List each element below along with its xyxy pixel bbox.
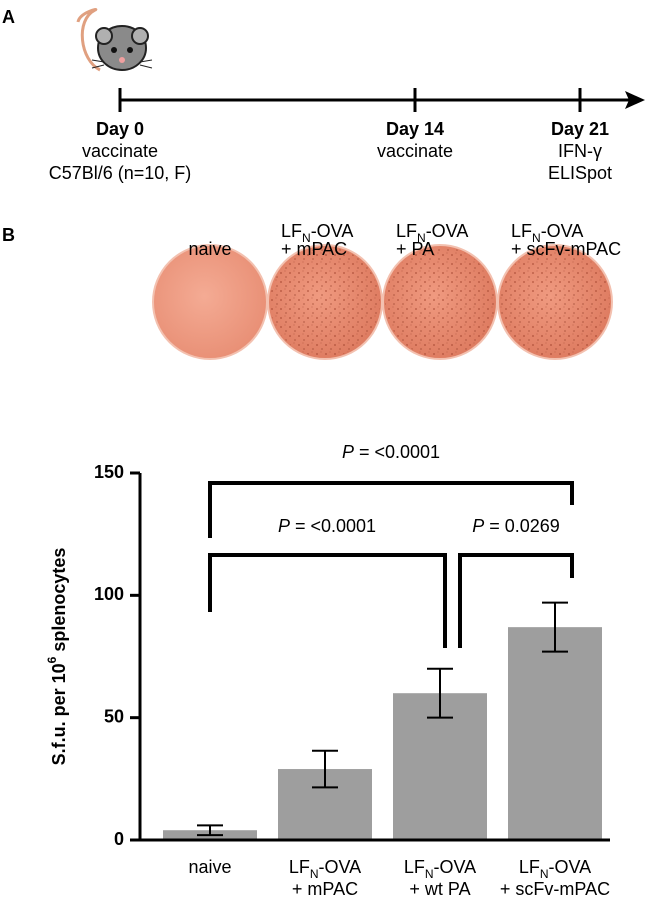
- error-bar: [312, 749, 338, 789]
- label: + wt PA: [409, 879, 470, 899]
- elispot-spots: [385, 247, 495, 357]
- label-part: -OVA: [434, 857, 477, 877]
- label-part: + wt PA: [409, 879, 470, 899]
- label: naive: [188, 239, 231, 259]
- label: + mPAC: [292, 879, 358, 899]
- timeline-note: vaccinate: [377, 141, 453, 161]
- label: + mPAC: [281, 239, 347, 259]
- label: naive: [188, 857, 231, 877]
- label-part: N: [425, 867, 434, 881]
- mouse-icon: [76, 8, 153, 72]
- label-part: = 0.0269: [484, 516, 560, 536]
- label: LFN-OVA: [519, 857, 591, 881]
- elispot-well: [152, 244, 268, 360]
- label-part: + scFv-mPAC: [500, 879, 610, 899]
- label-part: + PA: [396, 239, 434, 259]
- timeline-day: Day 21: [551, 119, 609, 139]
- label-part: 6: [45, 656, 59, 663]
- significance-bracket: [208, 481, 574, 538]
- label: + PA: [396, 239, 434, 259]
- label-part: LF: [404, 857, 425, 877]
- label: LFN-OVA: [396, 221, 468, 245]
- label: LFN-OVA: [404, 857, 476, 881]
- label-part: + mPAC: [292, 879, 358, 899]
- label-part: LF: [519, 857, 540, 877]
- label-part: -OVA: [311, 221, 354, 241]
- timeline-day: Day 14: [386, 119, 444, 139]
- label-part: N: [310, 867, 319, 881]
- label-part: P: [342, 442, 354, 462]
- panel-label: B: [2, 225, 15, 245]
- label: LFN-OVA: [289, 857, 361, 881]
- timeline-note: C57Bl/6 (n=10, F): [49, 163, 192, 183]
- label: S.f.u. per 106 splenocytes: [45, 548, 69, 766]
- elispot-spots: [270, 247, 380, 357]
- y-tick-label: 0: [114, 829, 124, 849]
- label-part: LF: [511, 221, 532, 241]
- label-part: P: [278, 516, 290, 536]
- label-part: N: [532, 231, 541, 245]
- label-part: splenocytes: [49, 548, 69, 657]
- significance-bracket: [208, 553, 447, 648]
- label-part: = <0.0001: [290, 516, 376, 536]
- label-part: -OVA: [426, 221, 469, 241]
- label: P = <0.0001: [278, 516, 376, 536]
- y-tick-label: 100: [94, 584, 124, 604]
- error-bar: [427, 667, 453, 719]
- timeline-note: IFN-γ: [558, 141, 602, 161]
- panel-label: A: [2, 7, 15, 27]
- label-part: S.f.u. per 10: [49, 663, 69, 765]
- label-part: naive: [188, 239, 231, 259]
- label-part: + mPAC: [281, 239, 347, 259]
- timeline-note: ELISpot: [548, 163, 612, 183]
- elispot-spots: [500, 247, 610, 357]
- label-part: LF: [289, 857, 310, 877]
- bar: [508, 627, 602, 840]
- label-part: + scFv-mPAC: [511, 239, 621, 259]
- label-part: -OVA: [319, 857, 362, 877]
- timeline-day: Day 0: [96, 119, 144, 139]
- label-part: = <0.0001: [354, 442, 440, 462]
- label-part: -OVA: [541, 221, 584, 241]
- label: P = 0.0269: [472, 516, 560, 536]
- label-part: naive: [188, 857, 231, 877]
- timeline-note: vaccinate: [82, 141, 158, 161]
- label-part: LF: [281, 221, 302, 241]
- label: LFN-OVA: [511, 221, 583, 245]
- label-part: -OVA: [549, 857, 592, 877]
- label: + scFv-mPAC: [511, 239, 621, 259]
- label: P = <0.0001: [342, 442, 440, 462]
- label: + scFv-mPAC: [500, 879, 610, 899]
- label-part: P: [472, 516, 484, 536]
- y-tick-label: 150: [94, 462, 124, 482]
- label-part: N: [302, 231, 311, 245]
- error-bar: [197, 824, 223, 837]
- label-part: LF: [396, 221, 417, 241]
- timeline-arrowhead: [625, 91, 645, 109]
- label: LFN-OVA: [281, 221, 353, 245]
- significance-bracket: [458, 553, 574, 648]
- label-part: N: [540, 867, 549, 881]
- y-tick-label: 50: [104, 706, 124, 726]
- label-part: N: [417, 231, 426, 245]
- error-bar: [542, 601, 568, 653]
